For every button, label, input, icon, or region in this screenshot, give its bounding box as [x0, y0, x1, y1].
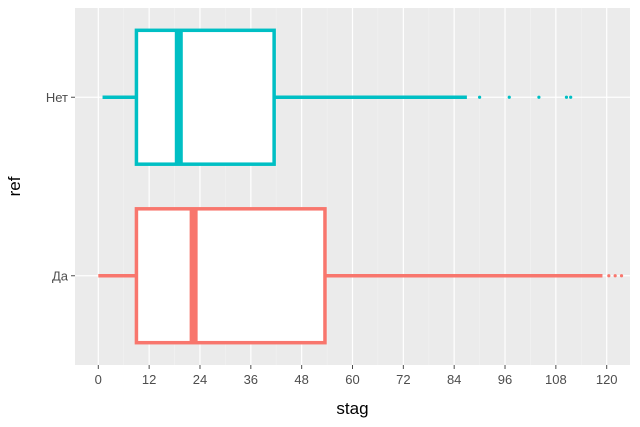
outlier-point	[619, 274, 624, 278]
x-tick-label: 60	[345, 372, 359, 387]
x-tick-label: 96	[498, 372, 512, 387]
x-tick-label: 48	[294, 372, 308, 387]
outlier-point	[613, 274, 617, 278]
x-axis-title: stag	[336, 399, 368, 418]
y-tick-label: Нет	[46, 90, 68, 105]
x-tick-label: 0	[95, 372, 102, 387]
box-series	[98, 28, 624, 345]
outlier-point	[477, 95, 482, 99]
y-axis-ticks: Нет Да	[46, 90, 75, 283]
x-tick-label: 36	[244, 372, 258, 387]
x-tick-label: 84	[447, 372, 461, 387]
y-tick-label: Да	[52, 268, 69, 283]
box-iqr	[134, 28, 276, 166]
x-tick-label: 120	[596, 372, 618, 387]
box-iqr	[134, 207, 327, 345]
box-net	[102, 28, 573, 166]
outlier-point	[607, 274, 611, 278]
x-tick-label: 12	[142, 372, 156, 387]
y-axis-title: ref	[5, 176, 24, 196]
x-axis-ticks: 0 12 24 36 48 60 72 84 96 108 120	[95, 365, 618, 387]
outlier-point	[569, 95, 573, 99]
x-tick-label: 108	[545, 372, 567, 387]
outlier-point	[564, 95, 569, 99]
outlier-point	[507, 95, 511, 99]
x-tick-label: 24	[193, 372, 207, 387]
box-da	[98, 207, 624, 345]
x-tick-label: 72	[396, 372, 410, 387]
outlier-point	[537, 95, 541, 99]
